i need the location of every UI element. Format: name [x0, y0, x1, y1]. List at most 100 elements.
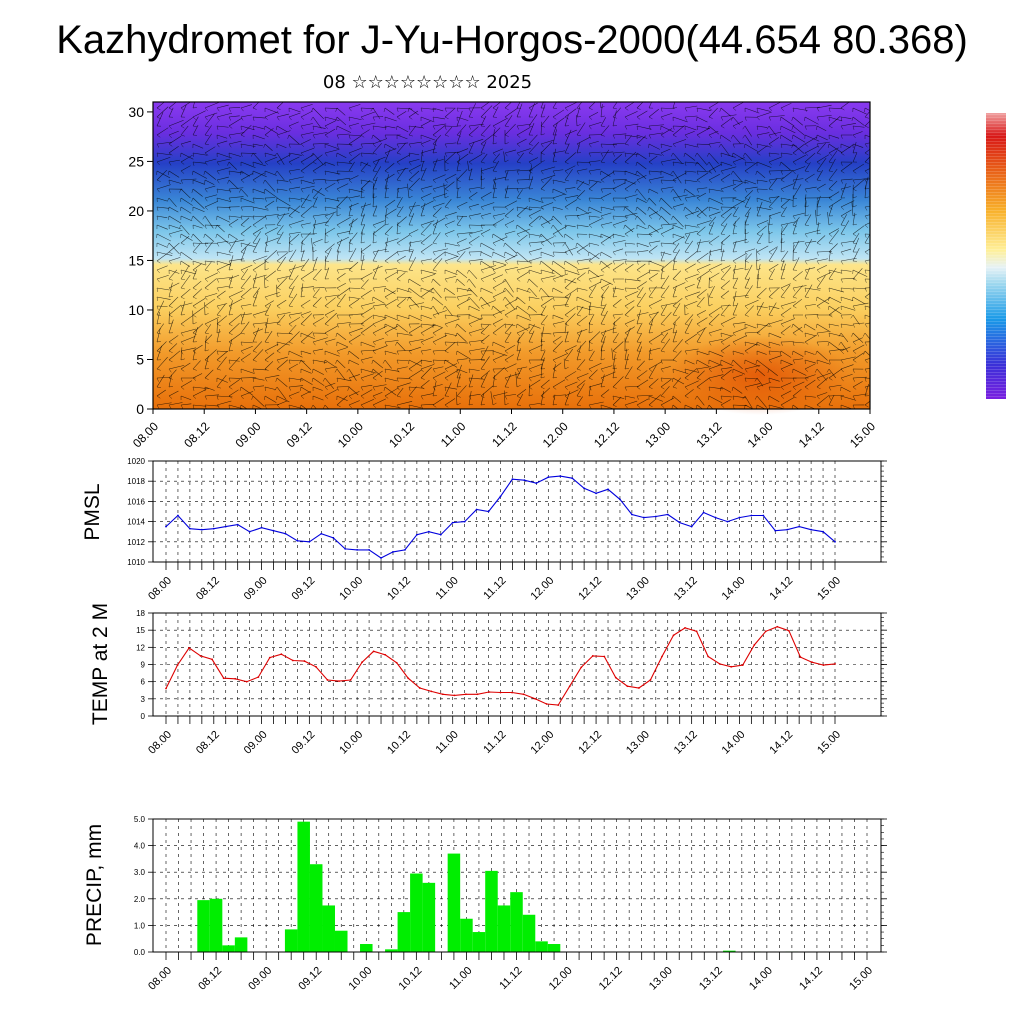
y-tick-label: 15: [136, 626, 145, 635]
wind-barb: [408, 161, 412, 166]
wind-barb: [744, 341, 746, 346]
wind-vector: [816, 154, 830, 163]
wind-vector: [612, 179, 627, 181]
wind-barb: [660, 350, 665, 353]
wind-barb: [540, 278, 544, 283]
wind-barb: [252, 179, 257, 183]
x-tick-label: 11.12: [481, 729, 508, 756]
wind-vector: [624, 300, 635, 307]
wind-barb: [648, 161, 653, 165]
wind-barb: [552, 359, 557, 363]
wind-vector: [480, 296, 491, 307]
wind-barb: [852, 359, 857, 363]
wind-barb: [850, 314, 854, 319]
wind-barb: [479, 296, 482, 301]
wind-vector: [540, 251, 555, 257]
wind-barb: [216, 341, 221, 343]
wind-vector: [384, 323, 397, 330]
wind-barb: [384, 223, 389, 226]
wind-vector: [840, 209, 852, 217]
pmsl-point: [726, 520, 729, 523]
wind-barb: [384, 196, 389, 199]
wind-vector: [252, 261, 267, 271]
wind-vector: [660, 148, 671, 154]
wind-barb: [816, 152, 821, 155]
wind-barb: [432, 350, 435, 355]
wind-vector: [707, 293, 710, 307]
wind-vector: [480, 287, 493, 294]
wind-vector: [780, 390, 792, 397]
wind-barb: [780, 134, 782, 139]
wind-barb: [432, 386, 436, 391]
wind-vector: [804, 323, 816, 331]
wind-barb: [456, 215, 459, 220]
wind-barb: [228, 206, 231, 211]
wind-vector: [408, 240, 422, 244]
wind-vector: [852, 337, 863, 343]
wind-vector: [660, 366, 671, 370]
wind-vector: [372, 398, 386, 406]
wind-vector: [168, 159, 180, 163]
wind-vector: [192, 349, 196, 361]
precip-bar: [460, 918, 473, 952]
wind-barb: [420, 404, 423, 409]
y-tick-label: 1010: [127, 558, 145, 567]
temp-point: [603, 655, 606, 658]
wind-barb: [180, 233, 182, 238]
temp-point: [511, 691, 513, 694]
wind-vector: [192, 243, 201, 253]
wind-barb: [431, 278, 434, 283]
wind-vector: [168, 369, 177, 379]
wind-vector: [564, 199, 578, 208]
wind-barb: [804, 188, 808, 193]
wind-vector: [780, 170, 794, 172]
wind-vector: [756, 395, 767, 408]
wind-vector: [636, 309, 642, 325]
wind-vector: [276, 377, 288, 387]
wind-vector: [468, 123, 484, 127]
wind-barb: [708, 269, 713, 273]
wind-barb: [828, 188, 833, 191]
wind-vector: [360, 224, 366, 235]
wind-barb: [456, 233, 460, 238]
y-tick-label: 5: [136, 351, 144, 367]
wind-vector: [684, 125, 697, 131]
wind-barb: [408, 179, 413, 183]
wind-vector: [672, 249, 680, 262]
wind-barb: [720, 206, 723, 211]
wind-barb: [840, 314, 843, 319]
wind-barb: [780, 305, 784, 310]
wind-barb: [540, 188, 545, 191]
wind-vector: [636, 134, 648, 139]
wind-vector: [312, 386, 323, 391]
cross-section-x-axis: 08.00 08.12 09.00 09.12 10.00 10.12 11.00 11.12…: [130, 409, 878, 450]
wind-barb: [407, 107, 410, 112]
temp-point: [707, 655, 710, 658]
wind-barb: [684, 278, 688, 283]
wind-vector: [768, 332, 782, 339]
wind-barb: [683, 152, 686, 157]
wind-vector: [288, 233, 300, 244]
wind-vector: [348, 218, 358, 226]
wind-vector: [396, 142, 406, 154]
wind-vector: [192, 197, 205, 209]
wind-barb: [731, 386, 734, 391]
wind-barb: [432, 377, 437, 381]
wind-vector: [456, 373, 461, 388]
wind-barb: [396, 206, 401, 208]
y-tick-label: 2.0: [134, 895, 146, 904]
wind-barb: [264, 296, 268, 301]
wind-vector: [288, 285, 295, 298]
wind-barb: [648, 358, 653, 361]
wind-barb: [240, 152, 243, 157]
wind-vector: [264, 214, 279, 217]
wind-vector: [180, 260, 190, 267]
wind-vector: [648, 311, 659, 325]
wind-vector: [216, 285, 229, 289]
wind-barb: [754, 395, 758, 400]
wind-vector: [204, 355, 209, 370]
wind-barb: [467, 296, 470, 301]
x-tick-label: 12.12: [576, 729, 604, 757]
wind-barb: [192, 251, 197, 254]
wind-vector: [528, 402, 541, 406]
